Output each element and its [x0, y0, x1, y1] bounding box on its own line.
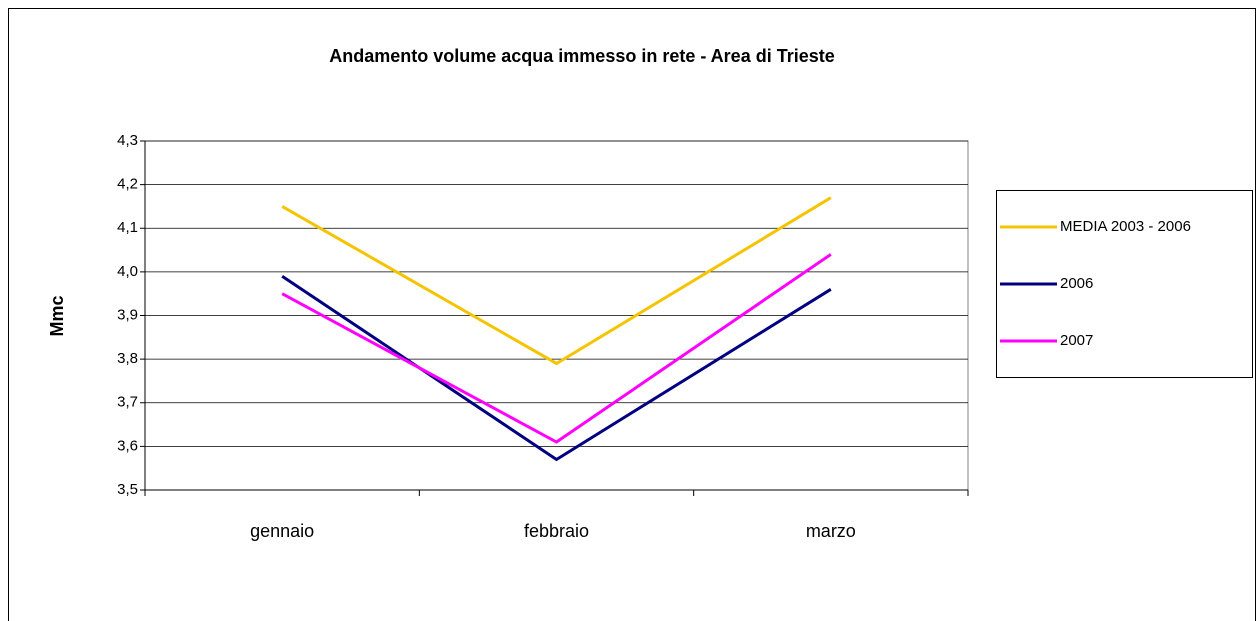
- y-tick-label: 3,6: [117, 437, 138, 454]
- series-line: [281, 253, 832, 444]
- x-tick-label: marzo: [806, 521, 856, 541]
- x-tick-label: gennaio: [250, 521, 314, 541]
- y-tick-label: 3,5: [117, 481, 138, 498]
- y-tick-label: 4,1: [117, 219, 138, 236]
- y-tick-label: 3,8: [117, 350, 138, 367]
- chart-border: [8, 8, 1256, 621]
- x-tick-label: febbraio: [524, 521, 589, 541]
- y-tick-label: 3,9: [117, 306, 138, 323]
- y-axis-label: Mmc: [47, 295, 67, 336]
- y-tick-label: 3,7: [117, 394, 138, 411]
- series-line: [281, 274, 832, 462]
- legend-label: 2006: [1060, 275, 1093, 292]
- series-line: [281, 196, 832, 366]
- chart-title: Andamento volume acqua immesso in rete -…: [329, 46, 835, 66]
- legend-label: 2007: [1060, 332, 1093, 349]
- y-tick-label: 4,2: [117, 176, 138, 193]
- y-tick-label: 4,0: [117, 263, 138, 280]
- y-tick-label: 4,3: [117, 132, 138, 149]
- legend-label: MEDIA 2003 - 2006: [1060, 218, 1191, 235]
